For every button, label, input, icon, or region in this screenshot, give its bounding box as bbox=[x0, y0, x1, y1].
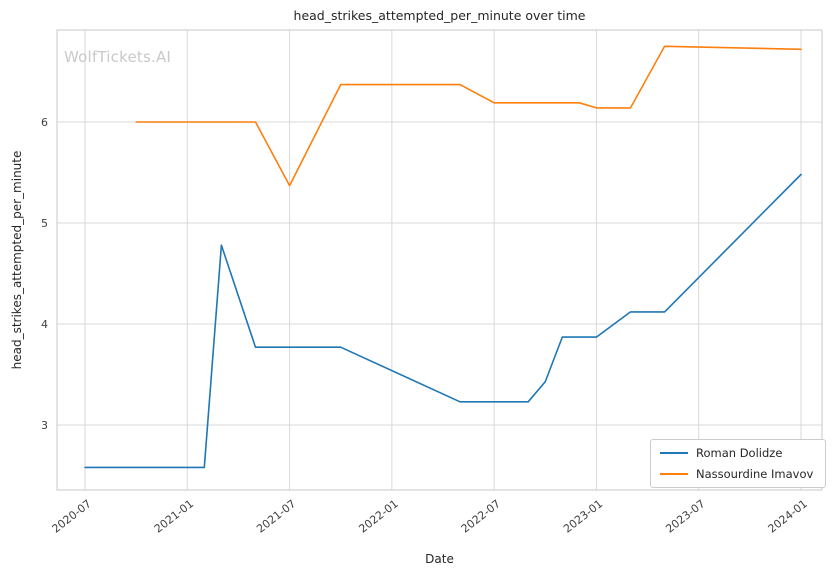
plot-border bbox=[56, 29, 823, 491]
x-tick-label: 2021-07 bbox=[254, 497, 298, 536]
x-tick-label: 2023-07 bbox=[663, 497, 707, 536]
chart-title: head_strikes_attempted_per_minute over t… bbox=[293, 8, 586, 23]
y-tick-label: 3 bbox=[41, 419, 48, 432]
x-tick-label: 2020-07 bbox=[50, 497, 94, 536]
x-tick-label: 2022-07 bbox=[459, 497, 503, 536]
series-line-roman-dolidze bbox=[84, 173, 802, 469]
legend-swatch bbox=[660, 452, 688, 454]
legend-item: Roman Dolidze bbox=[660, 446, 813, 460]
legend-swatch bbox=[660, 473, 688, 475]
series-line-nassourdine-imavov bbox=[135, 45, 802, 187]
watermark: WolfTickets.AI bbox=[64, 48, 172, 66]
x-axis-label: Date bbox=[425, 552, 454, 566]
x-tick-label: 2021-01 bbox=[152, 497, 196, 536]
x-tick-label: 2024-01 bbox=[766, 497, 810, 536]
legend-label: Roman Dolidze bbox=[696, 446, 783, 460]
y-tick-label: 5 bbox=[41, 217, 48, 230]
x-tick-label: 2022-01 bbox=[356, 497, 400, 536]
legend: Roman Dolidze Nassourdine Imavov bbox=[650, 439, 827, 488]
legend-item: Nassourdine Imavov bbox=[660, 467, 813, 481]
y-tick-label: 6 bbox=[41, 116, 48, 129]
legend-label: Nassourdine Imavov bbox=[696, 467, 814, 481]
x-tick-label: 2023-01 bbox=[561, 497, 605, 536]
y-axis-label: head_strikes_attempted_per_minute bbox=[10, 150, 24, 370]
y-tick-label: 4 bbox=[41, 318, 48, 331]
